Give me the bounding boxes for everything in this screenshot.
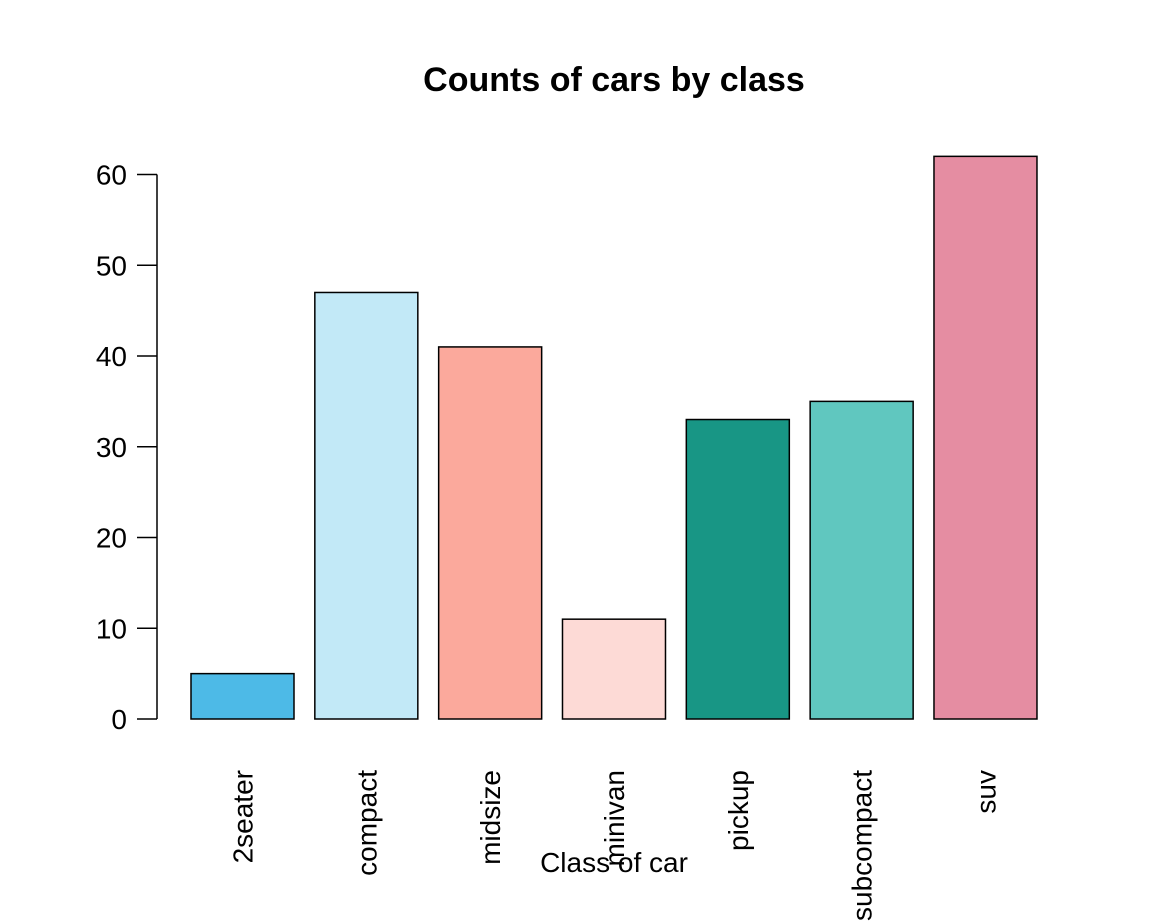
chart-title: Counts of cars by class bbox=[423, 61, 805, 99]
x-tick-label: minivan bbox=[599, 770, 630, 866]
bars-group bbox=[190, 155, 1038, 720]
x-tick-label: compact bbox=[351, 770, 382, 876]
x-tick-labels: 2seater compact midsize minivan pickup subcom… bbox=[228, 770, 1002, 921]
x-tick-label: subcompact bbox=[847, 770, 878, 921]
bar-pickup bbox=[685, 418, 791, 720]
x-axis-title: Class of car bbox=[540, 847, 688, 878]
x-tick-label: 2seater bbox=[228, 770, 259, 863]
y-tick-label: 60 bbox=[96, 160, 127, 191]
y-tick-label: 20 bbox=[96, 523, 127, 554]
x-tick-label: midsize bbox=[475, 770, 506, 865]
bar-compact bbox=[314, 291, 419, 720]
y-axis: 0 10 20 30 40 50 60 bbox=[96, 160, 158, 735]
y-tick-label: 30 bbox=[96, 432, 127, 463]
y-tick-label: 0 bbox=[111, 704, 127, 735]
y-tick-label: 40 bbox=[96, 341, 127, 372]
y-tick-label: 50 bbox=[96, 250, 127, 281]
y-tick-label: 10 bbox=[96, 613, 127, 644]
bar-subcompact bbox=[809, 400, 914, 720]
bar-suv bbox=[933, 155, 1038, 720]
x-tick-label: pickup bbox=[723, 770, 754, 851]
bar-2seater bbox=[190, 672, 295, 720]
bar-minivan bbox=[561, 618, 667, 720]
bar-midsize bbox=[437, 346, 543, 720]
x-tick-label: suv bbox=[970, 770, 1001, 814]
